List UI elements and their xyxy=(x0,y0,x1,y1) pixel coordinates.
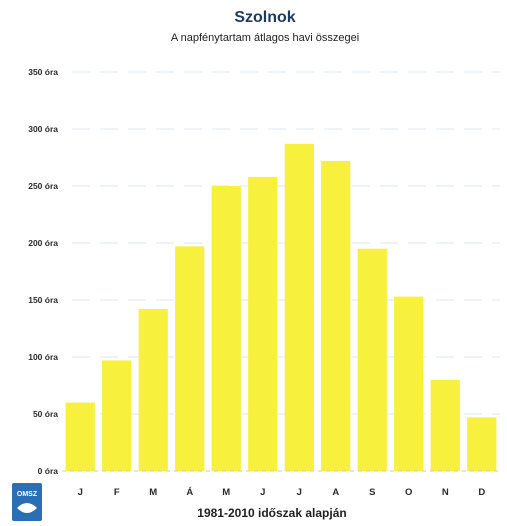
x-category-label: J xyxy=(297,487,302,498)
bar xyxy=(394,296,424,471)
bars xyxy=(65,143,497,472)
y-tick-label: 150 óra xyxy=(28,295,58,305)
bar xyxy=(65,402,95,471)
x-category-label: A xyxy=(332,487,339,498)
bar xyxy=(175,246,205,471)
x-category-label: Á xyxy=(186,487,193,498)
bar xyxy=(284,143,314,471)
x-category-label: M xyxy=(149,487,157,498)
logo-text: OMSZ xyxy=(17,491,38,498)
y-tick-label: 250 óra xyxy=(28,181,58,191)
bar xyxy=(430,379,460,471)
omsz-logo: OMSZ xyxy=(12,483,42,521)
y-tick-label: 0 óra xyxy=(38,466,59,476)
bar xyxy=(211,186,241,471)
x-category-label: J xyxy=(78,487,83,498)
y-tick-label: 100 óra xyxy=(28,352,58,362)
bar xyxy=(102,360,132,471)
x-category-label: F xyxy=(114,487,120,498)
y-axis-ticks: 0 óra 50 óra 100 óra 150 óra 200 óra 250 óra 3… xyxy=(28,67,58,476)
chart-caption: 1981-2010 időszak alapján xyxy=(197,506,346,520)
x-category-label: D xyxy=(478,487,485,498)
bar xyxy=(467,417,497,471)
chart-subtitle: A napfénytartam átlagos havi összegei xyxy=(171,32,359,44)
x-category-label: S xyxy=(369,487,375,498)
chart-title: Szolnok xyxy=(234,9,295,26)
y-tick-label: 50 óra xyxy=(33,409,58,419)
x-category-label: N xyxy=(442,487,449,498)
x-category-label: J xyxy=(260,487,265,498)
bar xyxy=(138,309,168,471)
x-category-label: M xyxy=(222,487,230,498)
x-category-label: O xyxy=(405,487,412,498)
bar xyxy=(248,176,278,471)
bar xyxy=(357,248,387,471)
y-tick-label: 350 óra xyxy=(28,67,58,77)
bar xyxy=(321,160,351,472)
y-tick-label: 300 óra xyxy=(28,124,58,134)
y-tick-label: 200 óra xyxy=(28,238,58,248)
